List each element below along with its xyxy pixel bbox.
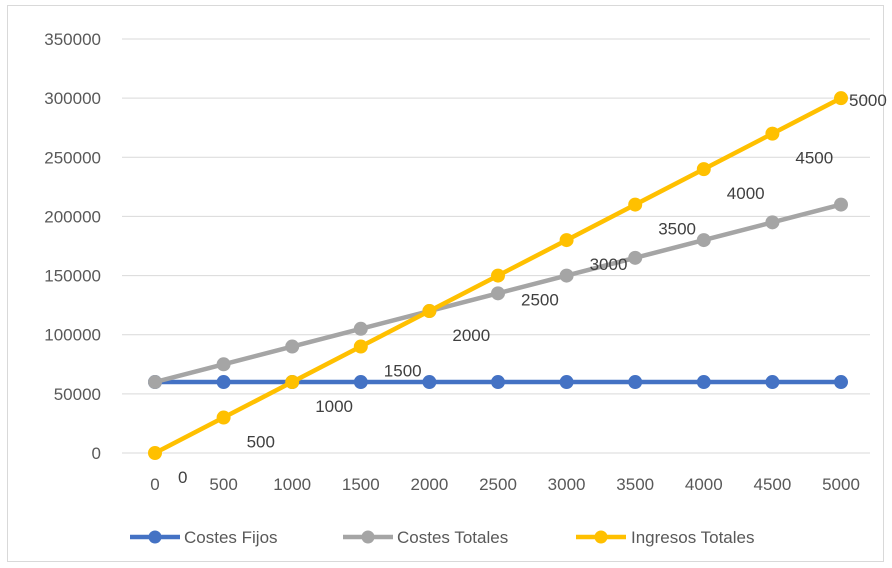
- legend-label-costes-fijos: Costes Fijos: [184, 528, 278, 547]
- legend-label-costes-totales: Costes Totales: [397, 528, 508, 547]
- y-tick-label: 0: [92, 444, 101, 463]
- axes: 0500001000001500002000002500003000003500…: [44, 30, 870, 494]
- data-point-ingresos-totales: [765, 126, 780, 141]
- data-point-costes-totales: [285, 339, 300, 354]
- legend-marker-costes-totales: [361, 530, 375, 544]
- x-tick-label: 500: [209, 475, 237, 494]
- x-tick-label: 2000: [410, 475, 448, 494]
- legend-label-ingresos-totales: Ingresos Totales: [631, 528, 754, 547]
- x-tick-label: 4500: [753, 475, 791, 494]
- data-point-costes-totales: [148, 375, 162, 390]
- legend: Costes Fijos Costes Totales Ingresos Total…: [130, 528, 754, 547]
- x-tick-label: 2500: [479, 475, 517, 494]
- data-label: 2500: [521, 291, 559, 310]
- data-point-ingresos-totales: [148, 446, 162, 460]
- data-point-ingresos-totales: [353, 339, 368, 354]
- data-label: 0: [178, 468, 187, 487]
- x-tick-label: 1000: [273, 475, 311, 494]
- data-point-costes-totales: [353, 321, 368, 336]
- data-point-costes-fijos: [353, 375, 368, 390]
- data-point-costes-fijos: [696, 375, 711, 390]
- data-point-ingresos-totales: [491, 268, 505, 283]
- data-point-costes-totales: [216, 357, 231, 372]
- data-label: 1000: [315, 397, 353, 416]
- x-tick-label: 0: [150, 475, 159, 494]
- y-tick-label: 100000: [44, 326, 101, 345]
- data-point-costes-totales: [834, 197, 848, 212]
- data-point-ingresos-totales: [285, 375, 300, 390]
- data-point-costes-fijos: [834, 375, 848, 390]
- x-tick-label: 5000: [822, 475, 860, 494]
- gridlines: [122, 38, 870, 395]
- y-tick-label: 150000: [44, 267, 101, 286]
- x-tick-label: 1500: [342, 475, 380, 494]
- x-tick-label: 4000: [685, 475, 723, 494]
- legend-marker-ingresos-totales: [594, 530, 608, 544]
- data-point-costes-totales: [696, 233, 711, 248]
- data-point-costes-fijos: [559, 375, 574, 390]
- data-label: 3000: [590, 255, 628, 274]
- data-label: 500: [247, 433, 275, 452]
- x-tick-label: 3000: [548, 475, 586, 494]
- data-point-costes-totales: [491, 286, 505, 301]
- data-label: 2000: [452, 326, 490, 345]
- y-tick-label: 200000: [44, 207, 101, 226]
- data-point-costes-fijos: [422, 375, 437, 390]
- data-label: 4500: [795, 149, 833, 168]
- data-point-costes-fijos: [216, 375, 231, 390]
- legend-marker-costes-fijos: [148, 530, 162, 544]
- data-point-ingresos-totales: [422, 304, 437, 319]
- x-tick-label: 3500: [616, 475, 654, 494]
- data-point-ingresos-totales: [834, 91, 848, 106]
- data-point-costes-totales: [765, 215, 780, 230]
- data-label: 3500: [658, 220, 696, 239]
- y-tick-label: 50000: [54, 385, 101, 404]
- data-label: 4000: [727, 184, 765, 203]
- data-point-ingresos-totales: [696, 162, 711, 177]
- data-point-costes-totales: [628, 250, 643, 265]
- data-point-costes-totales: [559, 268, 574, 283]
- data-label: 5000: [849, 91, 887, 110]
- y-tick-label: 350000: [44, 30, 101, 49]
- data-labels: 0 500 1000 1500 2000 2500 3000 3500 4000 4500 5000: [178, 91, 887, 487]
- data-label: 1500: [384, 362, 422, 381]
- data-point-costes-fijos: [491, 375, 505, 390]
- data-point-costes-fijos: [765, 375, 780, 390]
- data-point-ingresos-totales: [216, 410, 231, 425]
- y-tick-label: 250000: [44, 148, 101, 167]
- series: [148, 91, 848, 460]
- data-point-ingresos-totales: [628, 197, 643, 212]
- y-tick-label: 300000: [44, 89, 101, 108]
- data-point-ingresos-totales: [559, 233, 574, 248]
- data-point-costes-fijos: [628, 375, 643, 390]
